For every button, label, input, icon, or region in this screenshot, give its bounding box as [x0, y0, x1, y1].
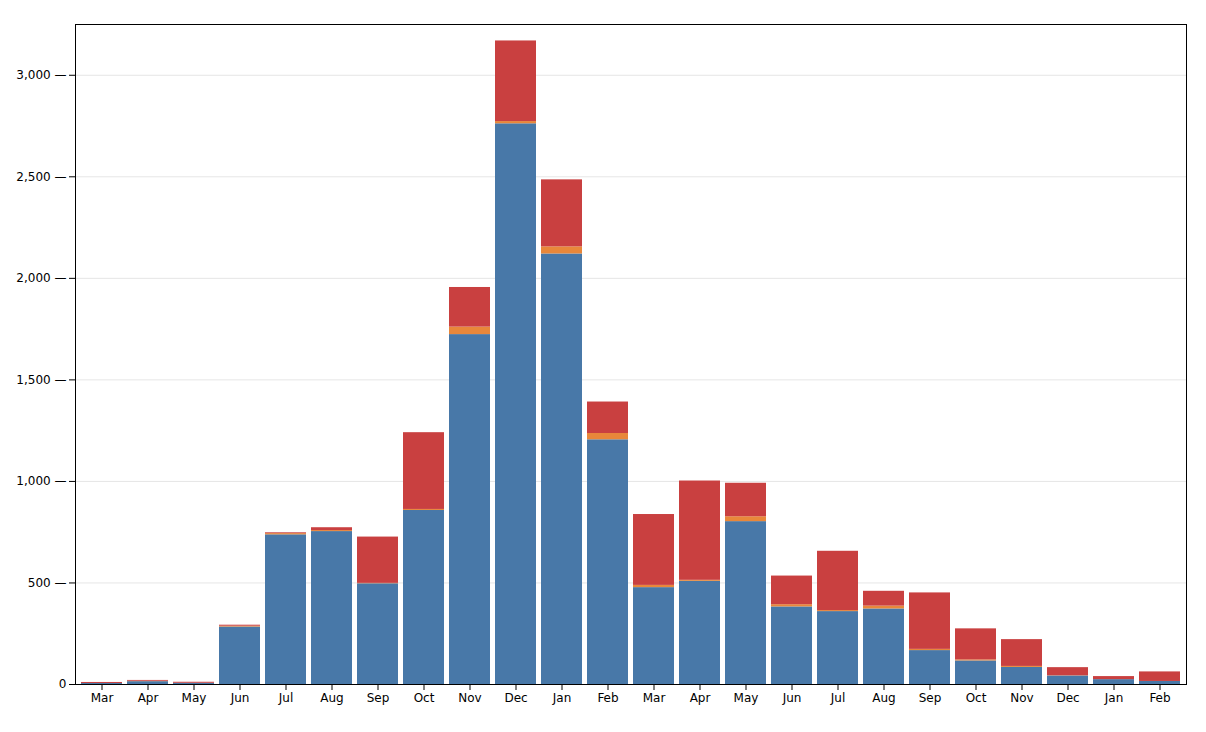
- svg-text:Nov: Nov: [1010, 691, 1033, 705]
- svg-text:Jan: Jan: [552, 691, 572, 705]
- svg-text:Sep: Sep: [919, 691, 942, 705]
- svg-text:Jan: Jan: [1104, 691, 1124, 705]
- svg-text:2,500 —: 2,500 —: [16, 170, 66, 184]
- svg-text:Aug: Aug: [872, 691, 895, 705]
- svg-text:1,500 —: 1,500 —: [16, 373, 66, 387]
- svg-text:Oct: Oct: [966, 691, 987, 705]
- svg-text:3,000 —: 3,000 —: [16, 68, 66, 82]
- svg-text:0: 0: [59, 677, 67, 691]
- svg-text:Oct: Oct: [414, 691, 435, 705]
- svg-text:Aug: Aug: [320, 691, 343, 705]
- svg-text:Sep: Sep: [367, 691, 390, 705]
- svg-text:Nov: Nov: [458, 691, 481, 705]
- svg-text:2,000 —: 2,000 —: [16, 271, 66, 285]
- svg-text:May: May: [182, 691, 207, 705]
- svg-text:Jul: Jul: [830, 691, 845, 705]
- svg-text:Mar: Mar: [91, 691, 114, 705]
- svg-text:500 —: 500 —: [28, 576, 67, 590]
- svg-text:1,000 —: 1,000 —: [16, 474, 66, 488]
- svg-text:Dec: Dec: [504, 691, 527, 705]
- svg-text:Apr: Apr: [690, 691, 711, 705]
- svg-text:Feb: Feb: [1149, 691, 1170, 705]
- svg-text:Apr: Apr: [138, 691, 159, 705]
- svg-text:Jun: Jun: [782, 691, 802, 705]
- svg-text:Jul: Jul: [278, 691, 293, 705]
- svg-text:Feb: Feb: [597, 691, 618, 705]
- svg-text:Dec: Dec: [1056, 691, 1079, 705]
- svg-text:Jun: Jun: [230, 691, 250, 705]
- svg-text:May: May: [734, 691, 759, 705]
- svg-text:Mar: Mar: [643, 691, 666, 705]
